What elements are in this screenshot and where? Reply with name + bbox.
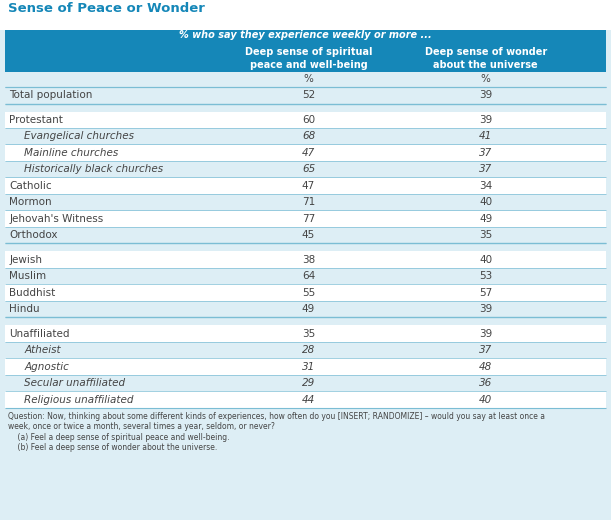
Text: % who say they experience weekly or more ...: % who say they experience weekly or more… [179, 30, 432, 41]
Text: Buddhist: Buddhist [9, 288, 56, 298]
Text: %: % [481, 74, 491, 84]
Text: 37: 37 [479, 148, 492, 158]
Text: Muslim: Muslim [9, 271, 46, 281]
Bar [5, 128, 606, 145]
Text: 39: 39 [479, 329, 492, 339]
Text: 28: 28 [302, 345, 315, 355]
Text: 40: 40 [479, 255, 492, 265]
Text: 49: 49 [302, 304, 315, 314]
Bar [5, 211, 606, 227]
Text: 49: 49 [479, 214, 492, 224]
Text: Atheist: Atheist [24, 345, 61, 355]
Text: 34: 34 [479, 181, 492, 191]
Text: 38: 38 [302, 255, 315, 265]
Text: Jehovah's Witness: Jehovah's Witness [9, 214, 103, 224]
Text: 35: 35 [302, 329, 315, 339]
Text: %: % [304, 74, 313, 84]
Bar [5, 87, 606, 103]
Text: 53: 53 [479, 271, 492, 281]
Text: 48: 48 [479, 362, 492, 372]
Text: Hindu: Hindu [9, 304, 40, 314]
Text: week, once or twice a month, several times a year, seldom, or never?: week, once or twice a month, several tim… [8, 422, 275, 432]
Text: Total population: Total population [9, 90, 92, 100]
Bar [5, 227, 606, 243]
Text: 65: 65 [302, 164, 315, 174]
Bar [0, 0, 611, 15]
Text: 47: 47 [302, 148, 315, 158]
Bar [5, 177, 606, 194]
Text: Catholic: Catholic [9, 181, 52, 191]
Text: Deep sense of wonder
about the universe: Deep sense of wonder about the universe [425, 47, 547, 70]
Text: 55: 55 [302, 288, 315, 298]
Bar [5, 342, 606, 358]
Text: Mainline churches: Mainline churches [24, 148, 119, 158]
Text: 44: 44 [302, 395, 315, 405]
Text: 57: 57 [479, 288, 492, 298]
Text: 36: 36 [479, 378, 492, 388]
Bar [5, 358, 606, 375]
Text: Question: Now, thinking about some different kinds of experiences, how often do : Question: Now, thinking about some diffe… [8, 412, 545, 421]
Text: Agnostic: Agnostic [24, 362, 69, 372]
Bar [5, 268, 606, 284]
Bar [5, 161, 606, 177]
Text: Religious unaffiliated: Religious unaffiliated [24, 395, 134, 405]
Bar [0, 15, 611, 30]
Text: 52: 52 [302, 90, 315, 100]
Text: 37: 37 [479, 345, 492, 355]
Text: 39: 39 [479, 115, 492, 125]
Bar [5, 326, 606, 342]
Text: 37: 37 [479, 164, 492, 174]
Text: (b) Feel a deep sense of wonder about the universe.: (b) Feel a deep sense of wonder about th… [8, 444, 217, 452]
Bar [5, 194, 606, 211]
Bar [5, 392, 606, 408]
Text: 41: 41 [479, 131, 492, 141]
Bar [5, 30, 606, 72]
Text: Jewish: Jewish [9, 255, 42, 265]
Text: 68: 68 [302, 131, 315, 141]
Text: Evangelical churches: Evangelical churches [24, 131, 134, 141]
Text: 39: 39 [479, 304, 492, 314]
Text: (a) Feel a deep sense of spiritual peace and well-being.: (a) Feel a deep sense of spiritual peace… [8, 433, 230, 442]
Bar [5, 375, 606, 392]
Text: Historically black churches: Historically black churches [24, 164, 164, 174]
Text: 45: 45 [302, 230, 315, 240]
Bar [5, 252, 606, 268]
Text: 31: 31 [302, 362, 315, 372]
Text: 60: 60 [302, 115, 315, 125]
Text: Sense of Peace or Wonder: Sense of Peace or Wonder [8, 2, 205, 15]
Bar [5, 284, 606, 301]
Text: Unaffiliated: Unaffiliated [9, 329, 70, 339]
Text: 47: 47 [302, 181, 315, 191]
Text: 40: 40 [479, 197, 492, 207]
Bar [5, 145, 606, 161]
Text: 39: 39 [479, 90, 492, 100]
Text: 29: 29 [302, 378, 315, 388]
Text: 40: 40 [479, 395, 492, 405]
Bar [5, 301, 606, 318]
Bar [5, 72, 606, 87]
Bar [5, 111, 606, 128]
Text: 77: 77 [302, 214, 315, 224]
Text: 35: 35 [479, 230, 492, 240]
Text: Deep sense of spiritual
peace and well-being: Deep sense of spiritual peace and well-b… [245, 47, 372, 70]
Text: Secular unaffiliated: Secular unaffiliated [24, 378, 126, 388]
Text: Mormon: Mormon [9, 197, 52, 207]
Text: 64: 64 [302, 271, 315, 281]
Text: Orthodox: Orthodox [9, 230, 57, 240]
Text: Protestant: Protestant [9, 115, 63, 125]
Text: 71: 71 [302, 197, 315, 207]
Bar [5, 408, 606, 520]
